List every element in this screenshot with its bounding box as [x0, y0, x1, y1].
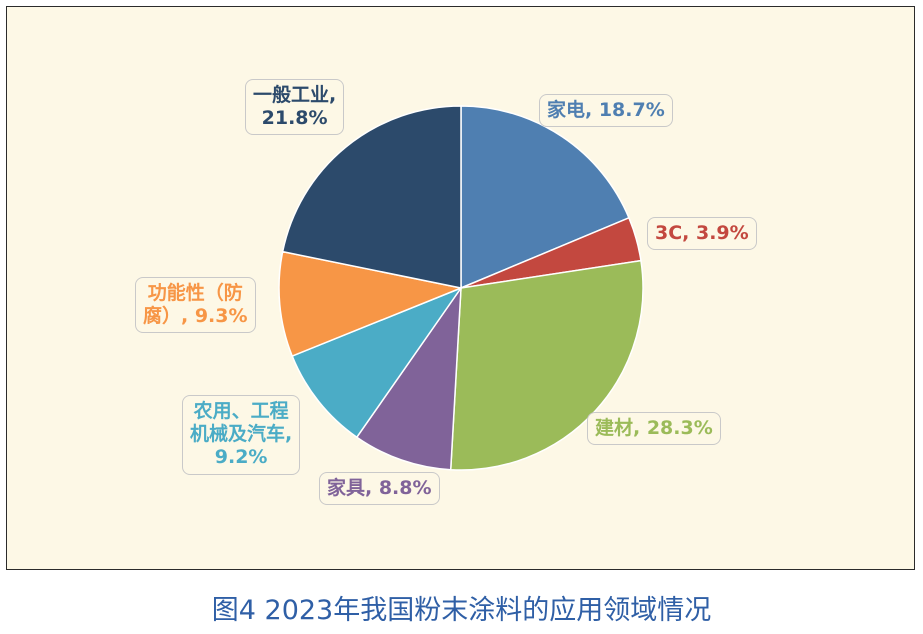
pie-slice [460, 105, 630, 290]
pie-slice [291, 286, 464, 439]
slice-label: 功能性（防 腐）, 9.3% [135, 277, 256, 334]
pie-slice [449, 259, 644, 471]
pie-slice [355, 285, 462, 471]
pie-chart [278, 105, 644, 471]
figure-caption: 图4 2023年我国粉末涂料的应用领域情况 [211, 595, 712, 626]
slice-label: 家具, 8.8% [319, 472, 440, 506]
slice-label: 家电, 18.7% [539, 94, 673, 128]
chart-panel: 家电, 18.7% 3C, 3.9% 建材, 28.3% 家具, 8.8% 农用、工程 … [6, 6, 915, 570]
slice-label: 3C, 3.9% [647, 217, 757, 251]
slice-label: 一般工业, 21.8% [245, 79, 345, 136]
pie-slice [281, 105, 462, 289]
slice-label: 农用、工程 机械及汽车, 9.2% [182, 395, 301, 475]
pie-slice [278, 250, 464, 358]
slice-label: 建材, 28.3% [587, 412, 721, 446]
